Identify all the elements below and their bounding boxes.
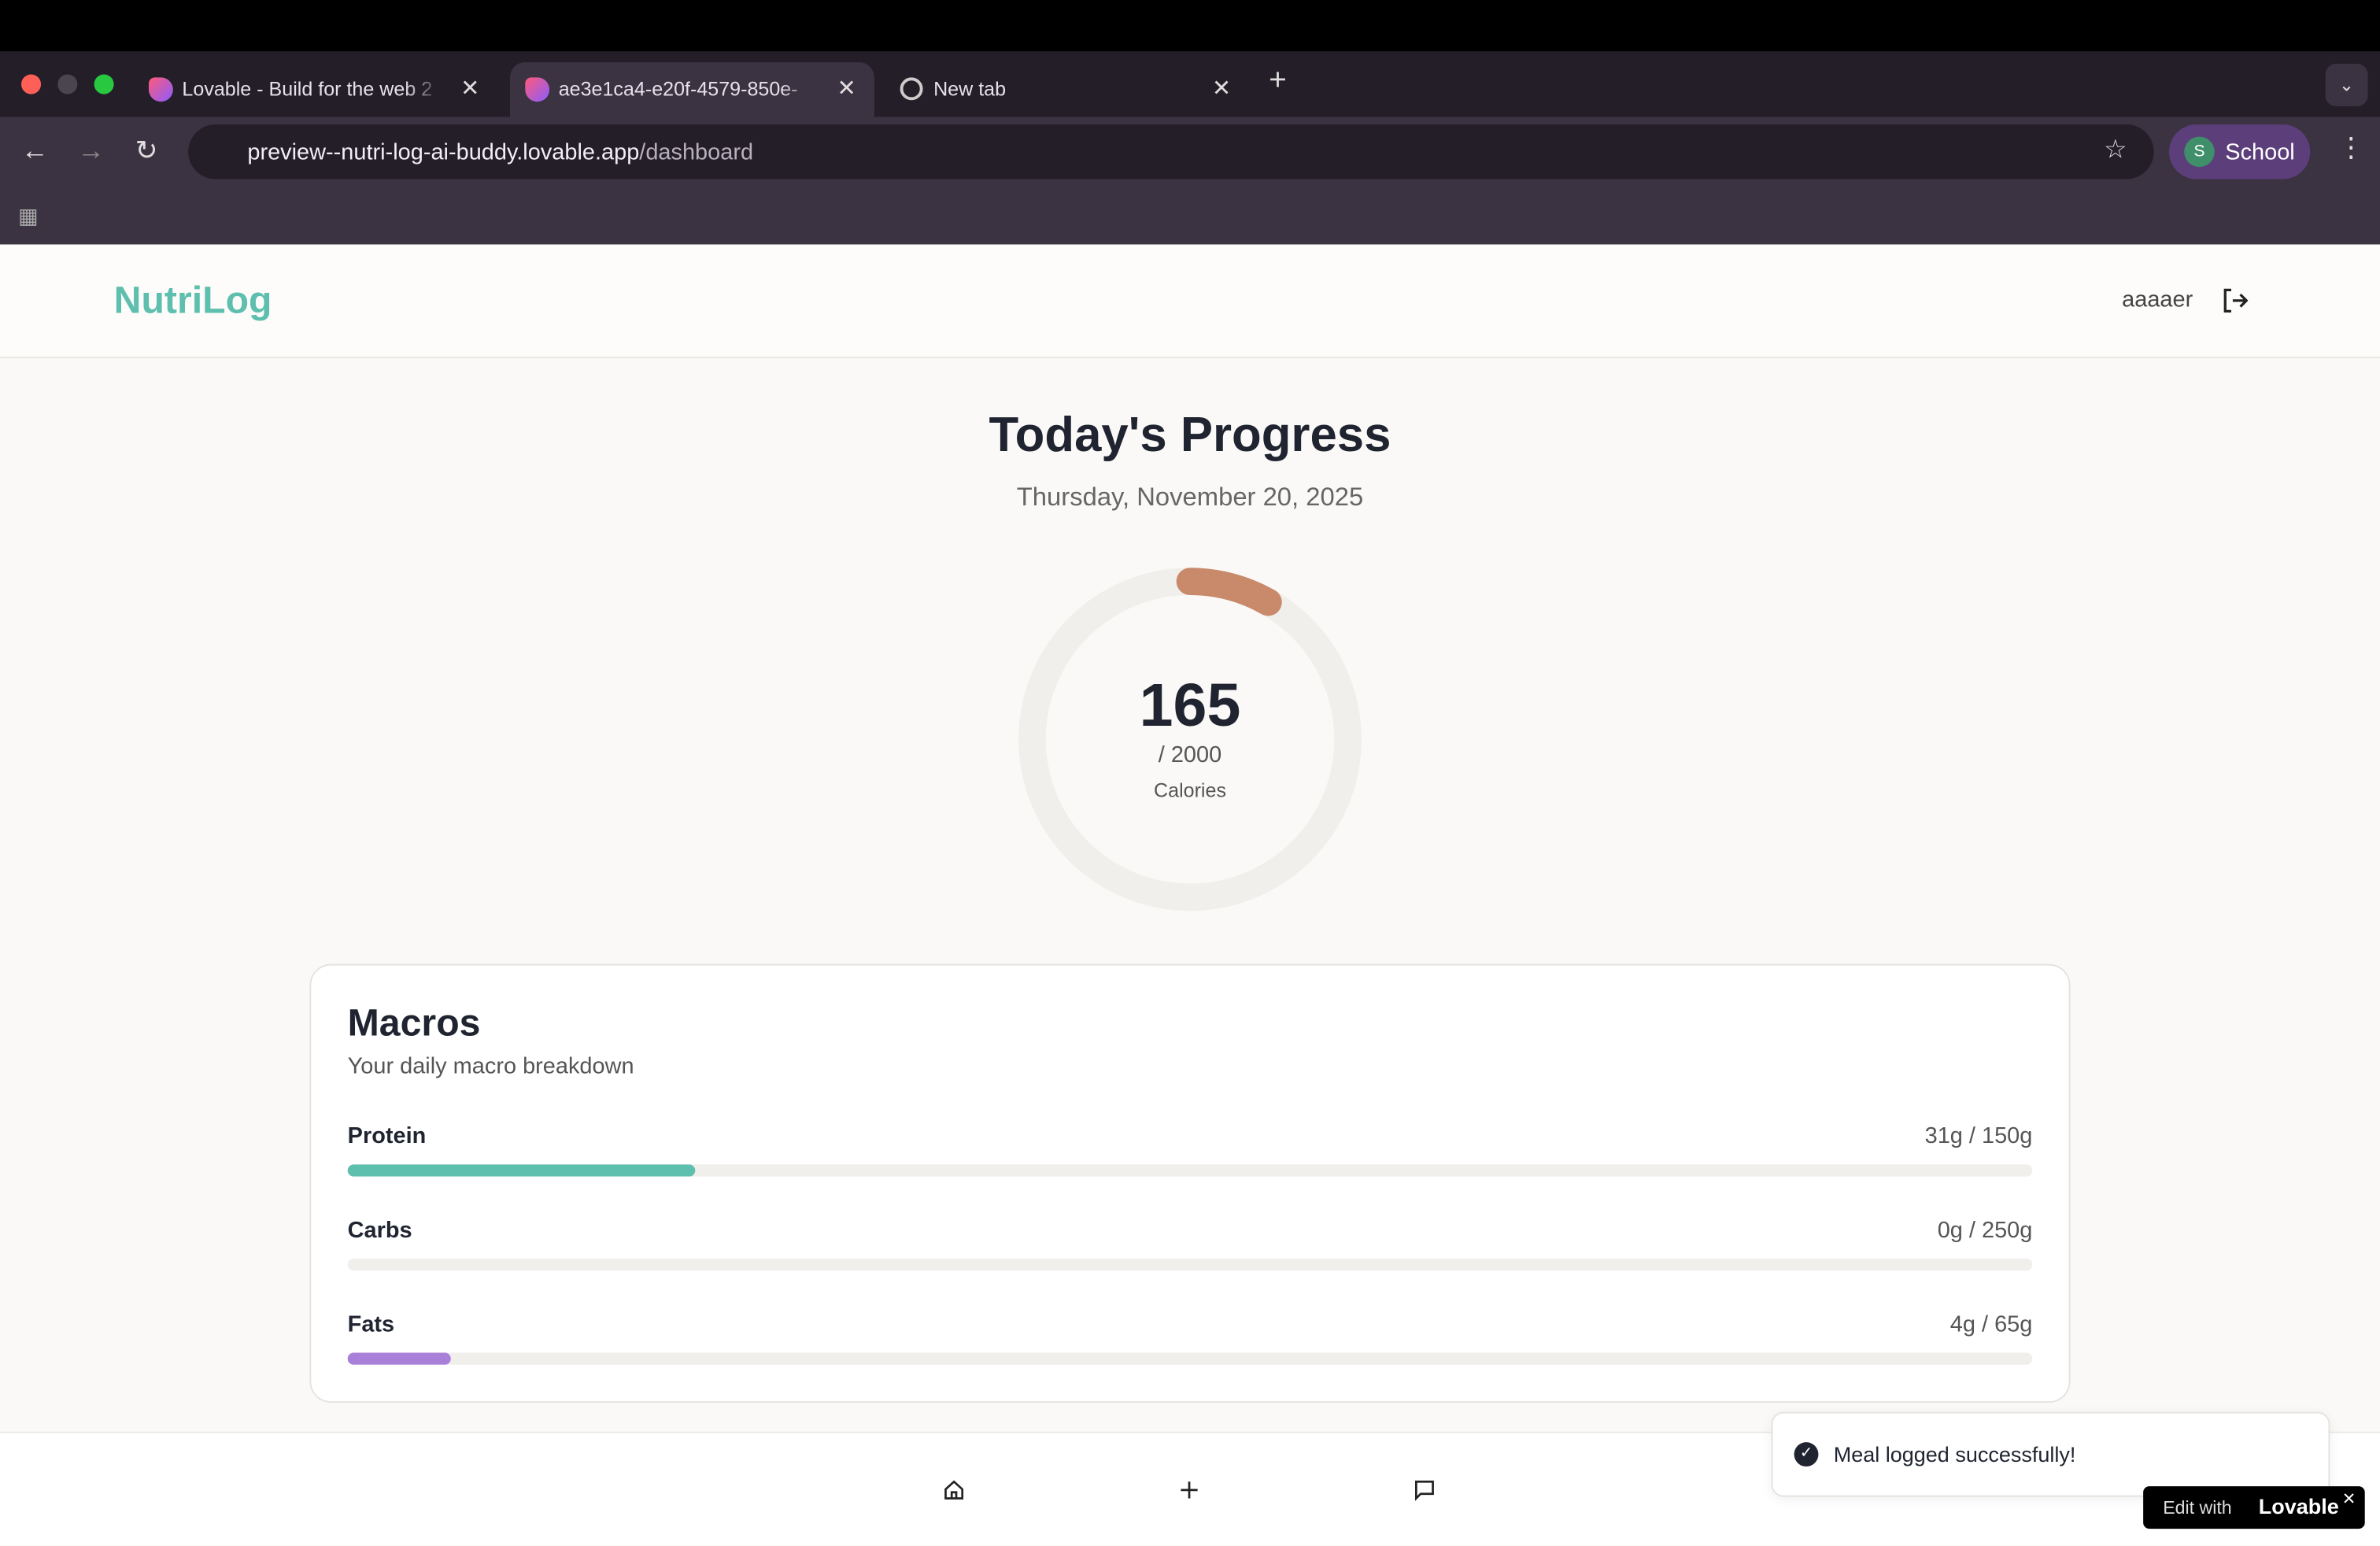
tab-title: New tab (933, 77, 1007, 101)
calorie-goal: / 2000 (1158, 742, 1222, 768)
calorie-value: 165 (1139, 672, 1241, 740)
toast-message: Meal logged successfully! (1833, 1442, 2076, 1466)
macro-track (347, 1352, 2033, 1365)
tab-active[interactable]: ae3e1ca4-e20f-4579-850e- ✕ (509, 62, 874, 117)
macros-card: Macros Your daily macro breakdown Protei… (309, 963, 2071, 1403)
calorie-unit: Calories (1154, 779, 1226, 802)
nav-add[interactable] (1178, 1478, 1201, 1501)
tab-menu[interactable]: ⌄ (2325, 63, 2368, 106)
macro-bar (347, 1352, 452, 1365)
profile-name: School (2225, 139, 2295, 166)
new-tab[interactable]: + (1269, 63, 1287, 98)
url-path: /dashboard (639, 139, 754, 166)
macro-amount: 4g / 65g (1949, 1311, 2033, 1338)
badge-close[interactable]: ✕ (2341, 1490, 2356, 1509)
url: preview--nutri-log-ai-buddy.lovable.app/… (247, 139, 753, 165)
calorie-ring (1018, 568, 1362, 912)
brand[interactable]: NutriLog (113, 279, 272, 322)
logout[interactable] (2220, 287, 2249, 314)
tab-strip (0, 51, 2380, 117)
macros-subtitle: Your daily macro breakdown (347, 1053, 634, 1080)
lovable-badge[interactable]: Edit with Lovable ✕ (2143, 1486, 2365, 1529)
tab[interactable]: Lovable - Build for the web 2 ✕ (134, 62, 498, 117)
date: Thursday, November 20, 2025 (1016, 483, 1364, 512)
min-dot[interactable] (57, 74, 78, 94)
profile[interactable]: S School (2168, 124, 2311, 179)
badge-brand: Lovable (2258, 1493, 2339, 1518)
badge-prefix: Edit with (2163, 1496, 2232, 1518)
macro-name: Carbs (347, 1217, 412, 1244)
macro-track (347, 1258, 2033, 1271)
macros-title: Macros (347, 1001, 481, 1045)
profile-initial: S (2184, 136, 2215, 168)
macro-track (347, 1164, 2033, 1177)
toolbar: ← → ↻ preview--nutri-log-ai-buddy.lovabl… (0, 117, 2380, 245)
close-dot[interactable] (20, 74, 42, 94)
reload[interactable]: ↻ (135, 135, 158, 166)
toast-icon: ✓ (1794, 1442, 1819, 1466)
macro-name: Protein (347, 1123, 427, 1149)
back[interactable]: ← (20, 135, 49, 166)
ring-progress (1176, 568, 1282, 616)
nav-chat[interactable] (1413, 1478, 1436, 1501)
menu[interactable]: ⋮ (2337, 131, 2365, 163)
username: aaaaer (2122, 287, 2193, 313)
toast: ✓ Meal logged successfully! (1771, 1411, 2330, 1497)
macro-amount: 0g / 250g (1937, 1217, 2033, 1244)
top-bar (0, 0, 2380, 52)
max-dot[interactable] (94, 74, 114, 94)
macro-amount: 31g / 150g (1924, 1123, 2033, 1149)
app-header: NutriLog aaaaer (0, 244, 2380, 359)
tab[interactable]: New tab ✕ (885, 62, 1249, 117)
address-bar[interactable]: preview--nutri-log-ai-buddy.lovable.app/… (188, 124, 2154, 179)
nav-home[interactable] (943, 1478, 966, 1501)
macro-name: Fats (347, 1311, 395, 1338)
title: Today's Progress (989, 406, 1391, 462)
tab-title: Lovable - Build for the web 2 (182, 77, 433, 101)
tab-title: ae3e1ca4-e20f-4579-850e- (558, 77, 798, 101)
apps[interactable]: ▦ (18, 203, 39, 228)
forward[interactable]: → (77, 135, 105, 166)
bookmark[interactable]: ☆ (2103, 135, 2127, 165)
macro-bar (347, 1164, 697, 1177)
url-host: preview--nutri-log-ai-buddy.lovable.app (247, 139, 640, 166)
